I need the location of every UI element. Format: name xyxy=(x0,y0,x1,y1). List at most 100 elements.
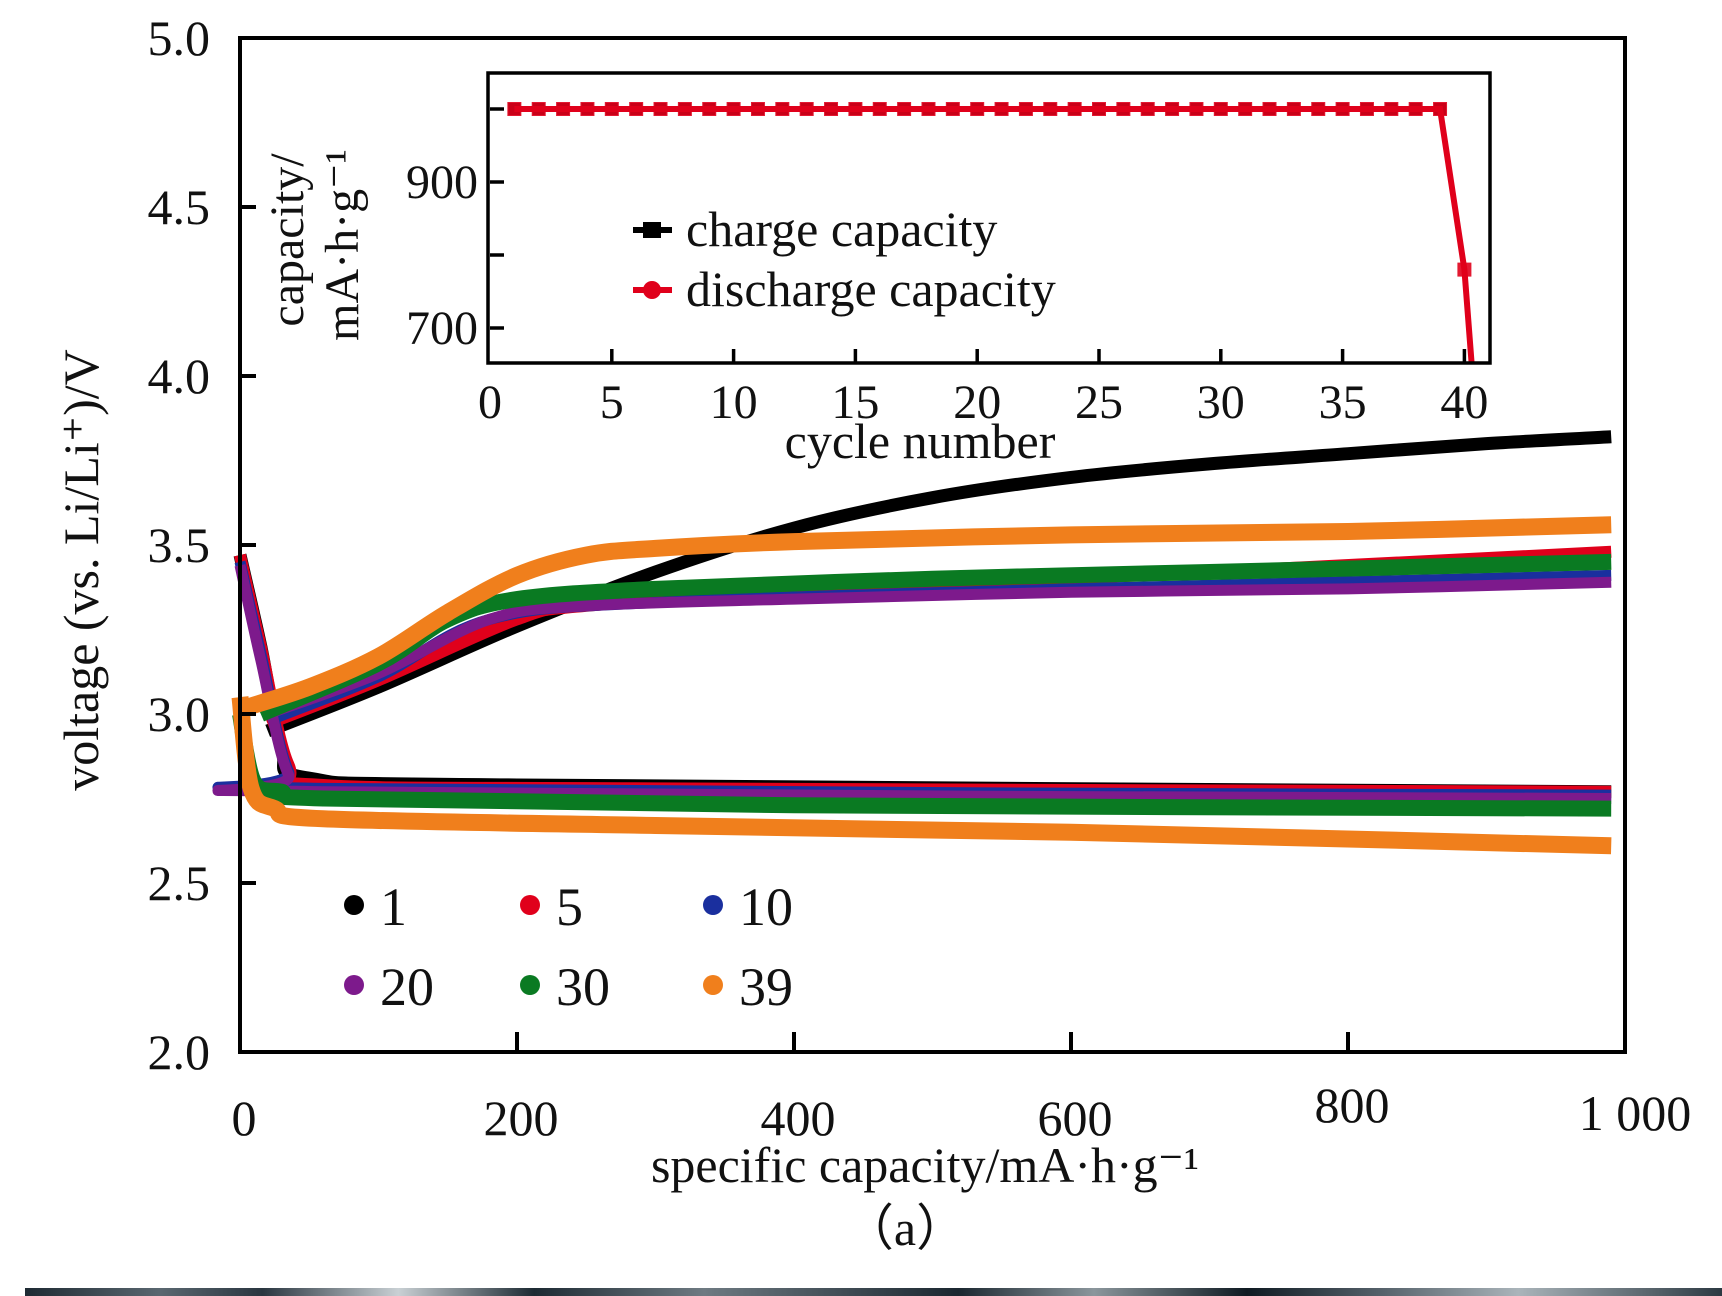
inset-discharge-marker xyxy=(1189,102,1204,116)
legend-marker-cycle-5 xyxy=(520,895,540,915)
inset-discharge-marker xyxy=(702,102,717,116)
y-tick-label: 3.5 xyxy=(148,517,211,573)
inset-discharge-marker xyxy=(556,102,571,116)
inset-discharge-marker xyxy=(1286,102,1301,116)
inset-background xyxy=(488,73,1490,363)
inset-discharge-marker xyxy=(1457,262,1472,277)
inset-legend-marker-discharge xyxy=(643,281,661,299)
inset-discharge-marker xyxy=(653,102,668,116)
x-tick-label: 200 xyxy=(484,1090,559,1146)
inset-x-tick-label: 5 xyxy=(600,376,624,429)
inset-discharge-marker xyxy=(872,102,887,116)
main-x-tick-labels: 0 200 400 600 800 1 000 xyxy=(232,1077,1692,1146)
y-tick-label: 4.0 xyxy=(148,348,211,404)
inset-discharge-marker xyxy=(1262,102,1277,116)
inset-discharge-marker xyxy=(604,102,619,116)
inset-discharge-marker xyxy=(1408,102,1423,116)
inset-discharge-marker xyxy=(1359,102,1374,116)
main-ticks xyxy=(240,205,1350,1052)
inset-discharge-marker xyxy=(994,102,1009,116)
inset-x-tick-labels: 0 5 10 15 20 25 30 35 40 xyxy=(478,376,1488,429)
inset-discharge-marker xyxy=(1018,102,1033,116)
inset-discharge-marker xyxy=(1238,102,1253,116)
inset-discharge-marker xyxy=(848,102,863,116)
inset-x-tick-label: 35 xyxy=(1319,376,1367,429)
legend-label-cycle-39: 39 xyxy=(739,957,793,1017)
panel-label: （a） xyxy=(844,1200,966,1256)
inset-y-tick-label: 900 xyxy=(406,156,478,209)
inset-discharge-marker xyxy=(726,102,741,116)
inset-discharge-marker xyxy=(897,102,912,116)
charge-curve-cycle-1 xyxy=(265,430,1612,737)
inset-discharge-marker xyxy=(1213,102,1228,116)
y-tick-label: 3.0 xyxy=(148,686,211,742)
x-tick-label: 1 000 xyxy=(1579,1085,1692,1141)
x-tick-label: 600 xyxy=(1038,1090,1113,1146)
inset-y-axis-title-line2: mA·h·g⁻¹ xyxy=(316,149,369,341)
inset-marks xyxy=(507,102,1475,363)
inset-discharge-marker xyxy=(799,102,814,116)
main-x-axis-title: specific capacity/mA·h·g⁻¹ xyxy=(651,1137,1199,1193)
inset-y-tick-label: 700 xyxy=(406,302,478,355)
inset-discharge-marker xyxy=(1116,102,1131,116)
inset-x-tick-label: 30 xyxy=(1197,376,1245,429)
y-tick-label: 5.0 xyxy=(148,10,211,66)
inset-x-tick-label: 40 xyxy=(1440,376,1488,429)
main-y-tick-labels: 2.0 2.5 3.0 3.5 4.0 4.5 5.0 xyxy=(148,10,211,1080)
inset-discharge-marker xyxy=(1384,102,1399,116)
inset-y-axis-title-line1: capacity/ xyxy=(261,153,314,327)
x-tick-label: 400 xyxy=(761,1090,836,1146)
inset-discharge-marker xyxy=(775,102,790,116)
x-tick-label: 800 xyxy=(1315,1077,1390,1133)
inset-plot-frame xyxy=(486,71,1492,365)
inset-discharge-marker xyxy=(677,102,692,116)
legend-marker-cycle-30 xyxy=(520,975,540,995)
inset-discharge-marker xyxy=(1140,102,1155,116)
inset-discharge-marker xyxy=(1335,102,1350,116)
legend-marker-cycle-1 xyxy=(344,895,364,915)
charge-curve-cycle-39 xyxy=(244,516,1612,716)
inset-discharge-marker xyxy=(970,102,985,116)
bottom-image-strip xyxy=(25,1288,1722,1296)
discharge-curve-cycle-20 xyxy=(212,564,1612,804)
main-legend: 1 5 10 20 30 39 xyxy=(344,877,793,1017)
inset-discharge-marker xyxy=(824,102,839,116)
inset-legend-label: charge capacity xyxy=(686,201,997,257)
main-y-axis-title: voltage (vs. Li/Li⁺)/V xyxy=(53,349,109,791)
main-curves xyxy=(212,430,1612,855)
inset-x-axis-title: cycle number xyxy=(785,413,1056,469)
inset-y-tick-labels: 700 900 xyxy=(406,156,478,355)
y-tick-label: 4.5 xyxy=(148,179,211,235)
inset-x-tick-label: 0 xyxy=(478,376,502,429)
y-tick-label: 2.5 xyxy=(148,855,211,911)
legend-marker-cycle-10 xyxy=(703,895,723,915)
inset-x-tick-label: 25 xyxy=(1075,376,1123,429)
legend-label-cycle-10: 10 xyxy=(739,877,793,937)
inset-x-tick-label: 20 xyxy=(953,376,1001,429)
inset-legend-marker-charge xyxy=(643,222,661,238)
inset-discharge-marker xyxy=(629,102,644,116)
inset-discharge-marker xyxy=(945,102,960,116)
inset-discharge-marker xyxy=(1311,102,1326,116)
inset-discharge-marker xyxy=(1092,102,1106,116)
inset-discharge-marker xyxy=(507,102,522,116)
discharge-curve-cycle-30 xyxy=(232,712,1612,817)
inset-discharge-marker xyxy=(921,102,936,116)
legend-label-cycle-30: 30 xyxy=(556,957,610,1017)
legend-marker-cycle-20 xyxy=(344,975,364,995)
charge-curve-cycle-20 xyxy=(265,576,1612,720)
inset-discharge-marker xyxy=(1433,102,1448,116)
y-tick-label: 2.0 xyxy=(148,1024,211,1080)
inset-discharge-marker xyxy=(531,102,546,116)
inset-legend-label: discharge capacity xyxy=(686,261,1056,317)
discharge-curve-cycle-39 xyxy=(231,696,1612,855)
inset-x-tick-label: 10 xyxy=(710,376,758,429)
inset-discharge-marker xyxy=(1067,102,1082,116)
inset-discharge-marker xyxy=(1043,102,1058,116)
legend-marker-cycle-39 xyxy=(703,975,723,995)
inset-discharge-marker xyxy=(750,102,765,116)
legend-label-cycle-20: 20 xyxy=(380,957,434,1017)
legend-label-cycle-1: 1 xyxy=(380,877,407,937)
